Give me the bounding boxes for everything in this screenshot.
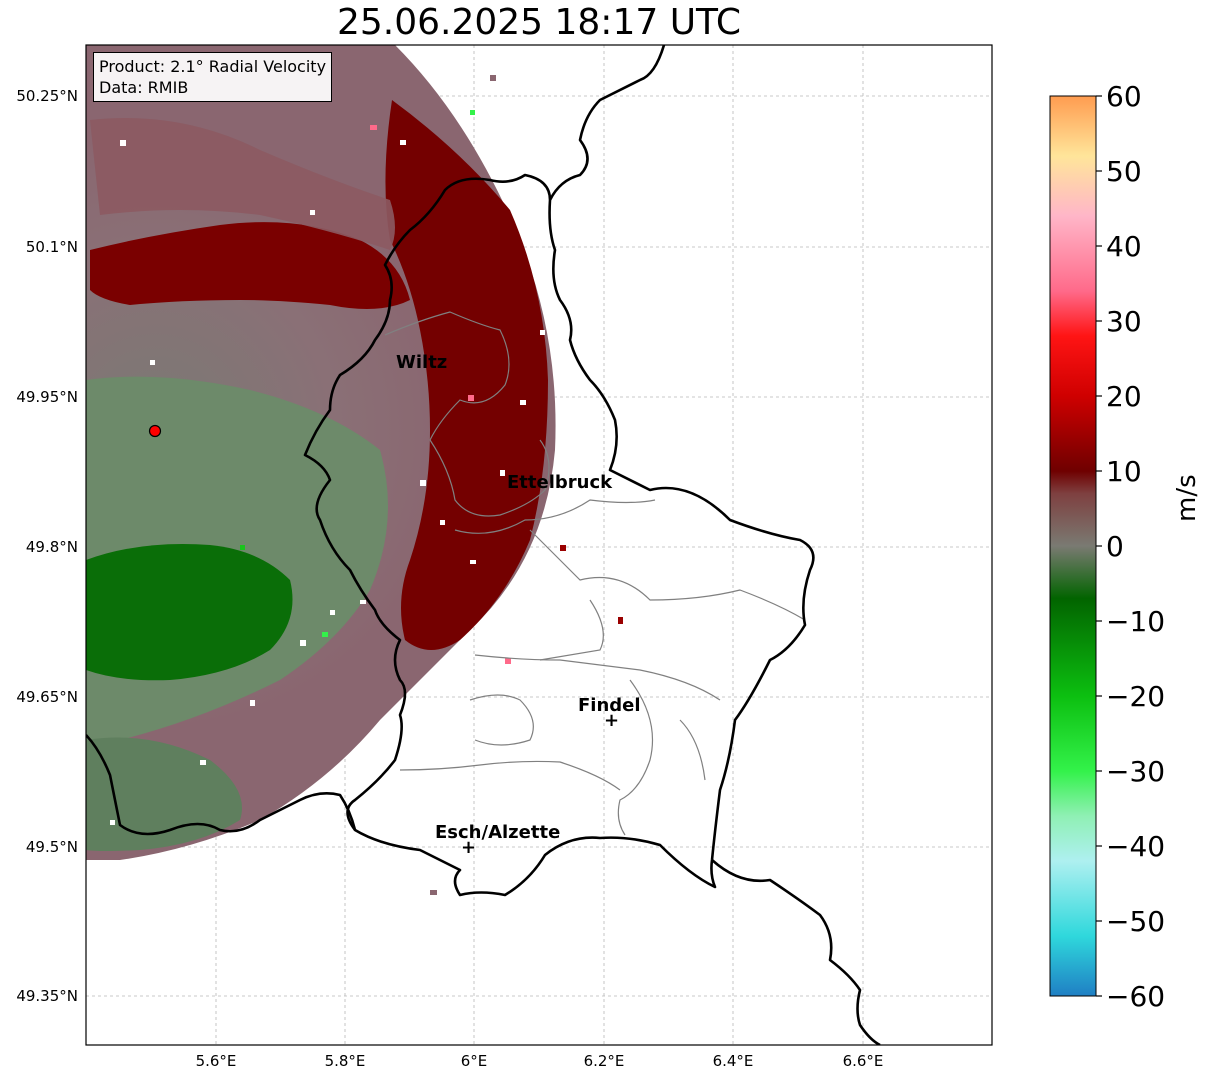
border-belgium-france (86, 734, 357, 836)
radar-site-marker (148, 424, 162, 438)
colorbar-tick-label: −50 (1106, 905, 1165, 938)
lon-tick-label: 6°E (461, 1052, 488, 1070)
map-frame (85, 44, 993, 1046)
district-boundaries (384, 311, 806, 836)
lat-tick-label: 49.35°N (16, 987, 78, 1005)
echo-gray-red-band (90, 118, 395, 250)
colorbar-tick-label: −10 (1106, 605, 1165, 638)
colorbar-tick-label: −60 (1106, 980, 1165, 1013)
lat-tick-label: 49.8°N (26, 538, 78, 556)
latitude-labels: 49.35°N 49.5°N 49.65°N 49.8°N 49.95°N 50… (16, 87, 78, 1005)
lat-tick-label: 49.5°N (26, 838, 78, 856)
lon-tick-label: 6.4°E (713, 1052, 754, 1070)
echo-inbound-strip (86, 737, 242, 851)
colorbar-tick-label: 50 (1106, 155, 1142, 188)
lat-tick-label: 50.25°N (16, 87, 78, 105)
echo-speckles (110, 140, 545, 825)
colorbar-tick-label: 30 (1106, 305, 1142, 338)
longitude-labels: 5.6°E 5.8°E 6°E 6.2°E 6.4°E 6.6°E (196, 1052, 884, 1070)
lon-tick-label: 6.2°E (584, 1052, 625, 1070)
colorbar-tick-label: 0 (1106, 530, 1124, 563)
city-labels: Wiltz Ettelbruck Findel + Esch/Alzette + (396, 352, 641, 858)
echo-outliers (240, 75, 623, 895)
colorbar-tick-label: 20 (1106, 380, 1142, 413)
national-borders (86, 45, 881, 1045)
colorbar-tick-label: 10 (1106, 455, 1142, 488)
lat-tick-label: 49.65°N (16, 688, 78, 706)
lat-tick-label: 49.95°N (16, 388, 78, 406)
data-source-label: Data: RMIB (99, 78, 189, 97)
colorbar: 60 50 40 30 20 10 0 −10 −20 −30 −40 −50 … (1049, 80, 1165, 1013)
colorbar-tick-label: 60 (1106, 80, 1142, 113)
colorbar-tick-label: −30 (1106, 755, 1165, 788)
lat-tick-label: 50.1°N (26, 238, 78, 256)
echo-inbound-core (86, 544, 293, 681)
city-label-ettelbruck: Ettelbruck (507, 472, 613, 493)
lon-tick-label: 5.8°E (325, 1052, 366, 1070)
city-label-wiltz: Wiltz (396, 352, 447, 373)
plus-icon: + (604, 710, 619, 731)
product-label: Product: 2.1° Radial Velocity (99, 57, 327, 76)
echo-outbound-band (90, 222, 410, 309)
map-title: 25.06.2025 18:17 UTC (336, 2, 742, 43)
plus-icon: + (461, 837, 476, 858)
radar-echoes (86, 45, 623, 895)
colorbar-tick-label: −20 (1106, 680, 1165, 713)
border-germany-france (711, 859, 881, 1045)
product-info-box: Product: 2.1° Radial Velocity Data: RMIB (93, 52, 333, 102)
lon-tick-label: 6.6°E (843, 1052, 884, 1070)
map-area[interactable]: Wiltz Ettelbruck Findel + Esch/Alzette + (86, 45, 992, 1045)
city-label-findel: Findel (578, 695, 641, 716)
colorbar-tick-labels: 60 50 40 30 20 10 0 −10 −20 −30 −40 −50 … (1106, 80, 1165, 1013)
colorbar-unit-label: m/s (1172, 474, 1202, 522)
colorbar-ticks (1096, 95, 1102, 997)
colorbar-scale (1049, 95, 1097, 997)
colorbar-tick-label: 40 (1106, 230, 1142, 263)
border-luxembourg (303, 45, 815, 897)
lon-tick-label: 5.6°E (196, 1052, 237, 1070)
colorbar-tick-label: −40 (1106, 830, 1165, 863)
city-label-esch-alzette: Esch/Alzette (435, 822, 560, 843)
